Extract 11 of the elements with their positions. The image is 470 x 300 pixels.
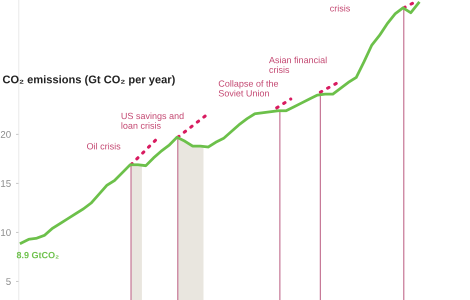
annotation: Asian financial crisis — [268, 56, 327, 73]
annotation: US savings and loan crisis — [121, 112, 184, 129]
y-tick-label: 5 — [6, 278, 11, 285]
annotation: crisis — [330, 4, 350, 12]
annotation: Collapse of the Soviet Union — [218, 80, 278, 96]
y-tick-label: 15 — [1, 180, 11, 187]
annotation: 8.9 GtCO₂ — [16, 252, 59, 258]
y-tick-label: 10 — [1, 229, 11, 236]
annotation: Oil crisis — [87, 142, 120, 150]
y-tick-label: 20 — [0, 131, 11, 138]
y-axis-title: CO₂ emissions (Gt CO₂ per year) — [2, 75, 175, 86]
